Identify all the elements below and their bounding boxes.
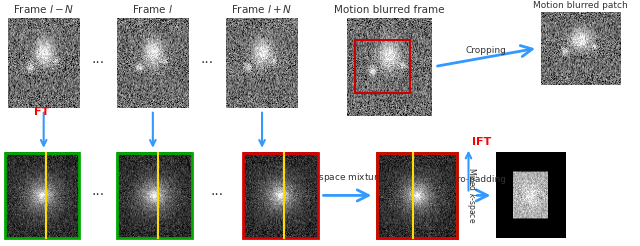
Text: $k$-space mixture: $k$-space mixture xyxy=(310,171,385,184)
Bar xyxy=(117,153,191,238)
Bar xyxy=(5,153,79,238)
Text: ···: ··· xyxy=(92,188,105,202)
Text: ···: ··· xyxy=(427,201,436,211)
Text: Motion blurred patch: Motion blurred patch xyxy=(533,0,628,10)
Text: ···: ··· xyxy=(211,188,224,202)
Text: Cropping: Cropping xyxy=(466,46,507,55)
Text: ···: ··· xyxy=(201,56,214,70)
Text: IFT: IFT xyxy=(472,137,492,147)
Text: Mixed $k$-space: Mixed $k$-space xyxy=(465,167,477,224)
Text: Motion blurred frame: Motion blurred frame xyxy=(334,5,445,15)
Bar xyxy=(377,153,456,238)
Text: Frame $l$: Frame $l$ xyxy=(132,3,173,15)
Bar xyxy=(355,40,410,93)
Text: ···: ··· xyxy=(390,201,399,211)
Text: FT: FT xyxy=(34,107,49,117)
Text: Zero-padding: Zero-padding xyxy=(446,175,507,184)
Text: Frame $l + N$: Frame $l + N$ xyxy=(231,3,292,15)
Bar xyxy=(377,153,456,238)
Text: Frame $l - N$: Frame $l - N$ xyxy=(13,3,74,15)
Text: ···: ··· xyxy=(92,56,105,70)
Bar xyxy=(243,153,317,238)
Bar xyxy=(496,153,566,238)
